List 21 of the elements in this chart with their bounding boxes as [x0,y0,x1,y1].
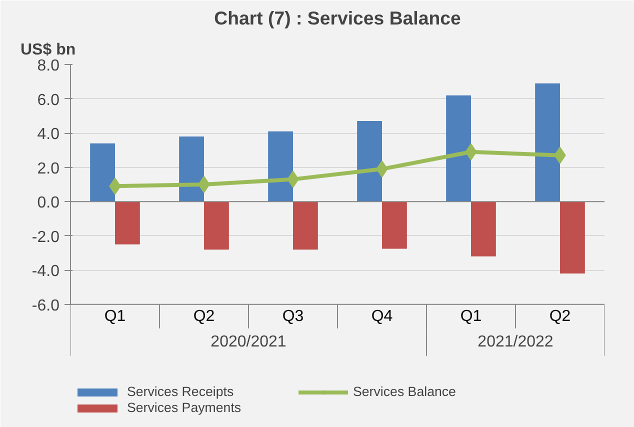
x-tick-label: Q1 [460,308,482,325]
x-tick-label: Q4 [371,308,393,325]
legend-label: Services Balance [353,384,457,399]
y-tick-label: -2.0 [32,228,60,246]
x-tick-label: Q1 [104,308,126,325]
y-tick-label: -6.0 [32,297,60,314]
text: 2020/2021 [210,334,286,351]
y-tick-label: 4.0 [37,126,60,144]
legend-label: Services Receipts [127,384,235,399]
y-tick-label: 8.0 [37,58,60,74]
x-tick-label: Q2 [549,308,571,325]
y-tick-label: -4.0 [32,263,60,280]
legend-label: Services Payments [127,400,242,415]
y-axis-title: US$ bn [20,42,76,58]
x-tick-label: Q2 [193,308,215,325]
chart-title: Chart (7) : Services Balance [214,8,461,28]
text: 2021/2022 [478,334,554,351]
y-tick-label: 0.0 [37,194,60,212]
y-tick-label: 2.0 [37,160,60,178]
y-tick-label: 6.0 [37,92,60,109]
x-tick-label: Q3 [282,308,304,325]
